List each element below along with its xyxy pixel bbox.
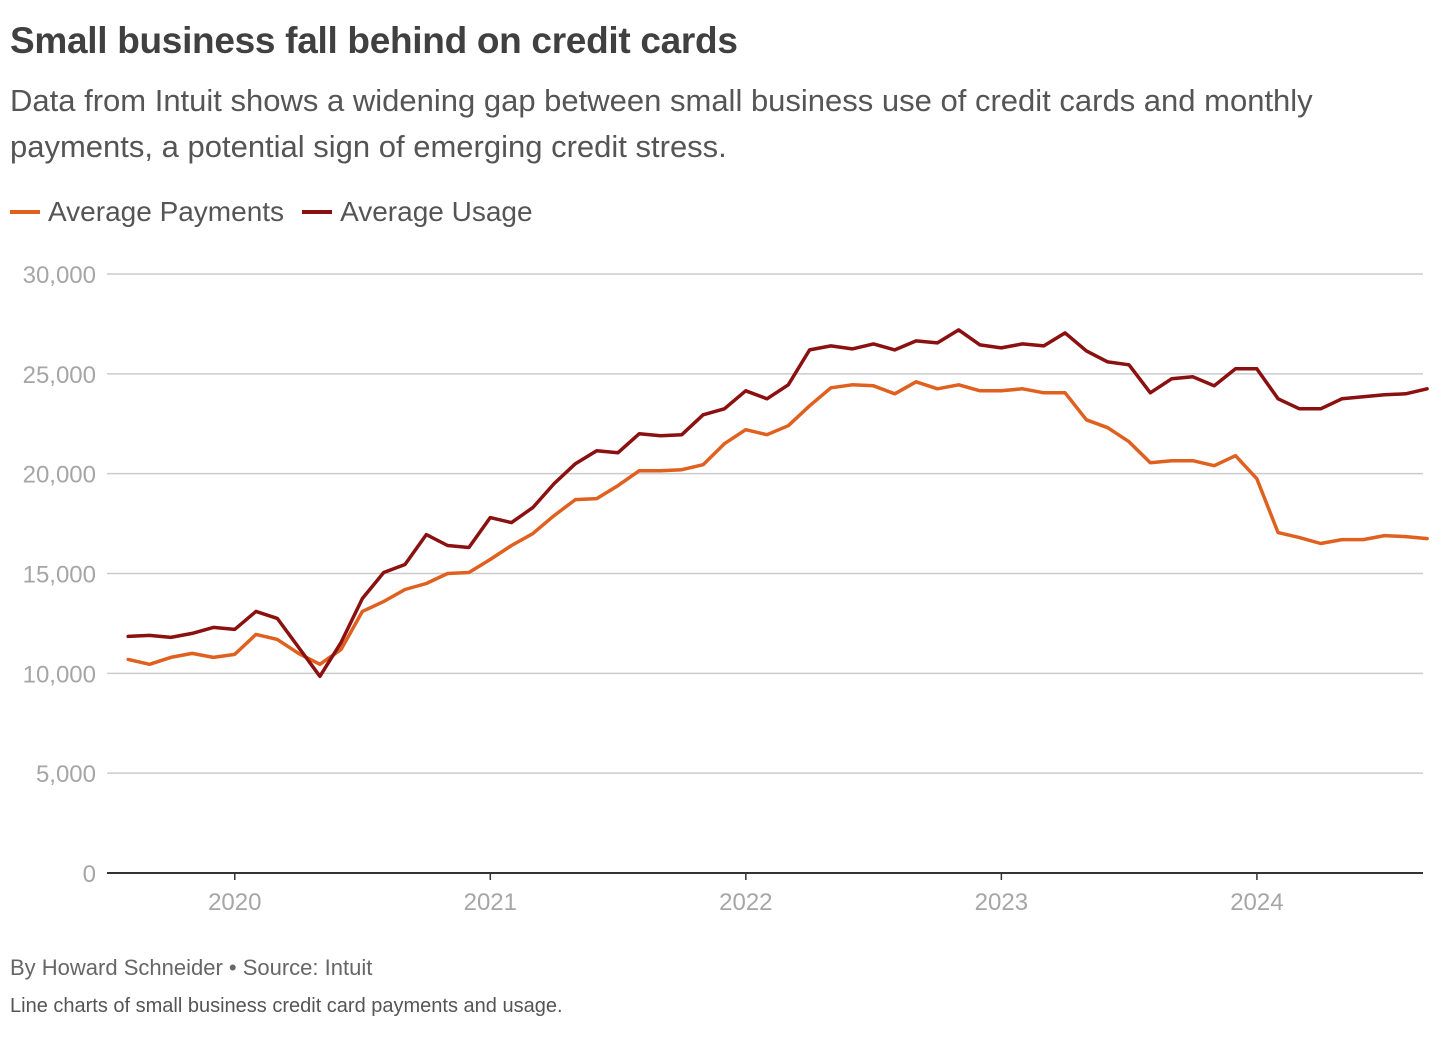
series-line-average-usage (126, 328, 1429, 679)
y-tick-label-2: 10,000 (23, 661, 96, 688)
x-tick-label-2: 2022 (719, 889, 772, 916)
legend-label-usage: Average Usage (340, 196, 533, 227)
legend: Average Payments Average Usage (10, 196, 533, 228)
x-tick-label-1: 2021 (464, 889, 517, 916)
x-tick-label-3: 2023 (975, 889, 1028, 916)
chart-title: Small business fall behind on credit car… (10, 20, 738, 61)
legend-item-payments: Average Payments (10, 196, 284, 228)
y-tick-label-1: 5,000 (36, 761, 96, 788)
legend-label-payments: Average Payments (48, 196, 285, 227)
y-tick-label-5: 25,000 (23, 362, 96, 389)
axis-layer: 0 5,000 10,000 15,000 20,000 25,000 30,000 2020… (23, 262, 1423, 916)
chart-caption: Line charts of small business credit car… (10, 995, 563, 1017)
series-line-average-payments (126, 380, 1429, 667)
legend-item-usage: Average Usage (302, 196, 533, 228)
series-layer (126, 328, 1429, 679)
y-tick-label-4: 20,000 (23, 462, 96, 489)
byline-source: By Howard Schneider • Source: Intuit (10, 955, 373, 980)
y-tick-label-3: 15,000 (23, 562, 96, 589)
x-tick-label-4: 2024 (1230, 889, 1283, 916)
y-tick-label-6: 30,000 (23, 262, 96, 289)
chart-subtitle: Data from Intuit shows a widening gap be… (10, 83, 1313, 164)
line-chart: 0 5,000 10,000 15,000 20,000 25,000 30,000 2020… (23, 262, 1429, 916)
legend-swatch-usage (302, 210, 333, 214)
x-tick-label-0: 2020 (208, 889, 261, 916)
legend-swatch-payments (10, 210, 40, 214)
grid-layer (107, 273, 1423, 774)
y-tick-label-0: 0 (83, 861, 96, 888)
